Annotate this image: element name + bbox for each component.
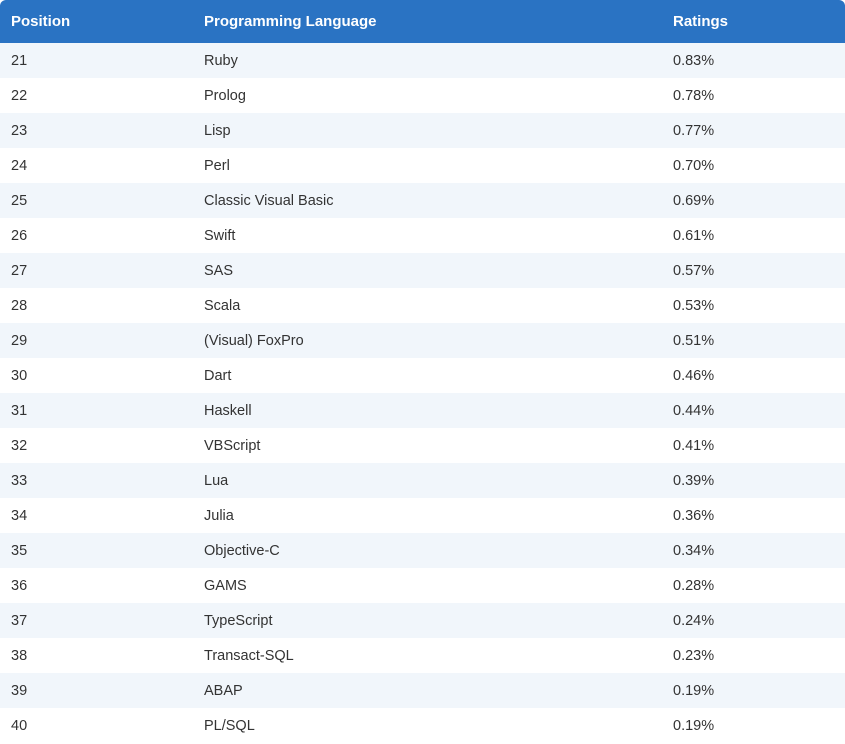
language-cell: PL/SQL	[204, 717, 255, 734]
column-header-position[interactable]: Position	[11, 13, 71, 30]
language-cell: Dart	[204, 367, 232, 384]
rating-cell: 0.36%	[673, 507, 715, 524]
rating-cell: 0.39%	[673, 472, 715, 489]
position-cell: 23	[11, 122, 28, 139]
rating-cell: 0.46%	[673, 367, 715, 384]
language-cell: SAS	[204, 262, 234, 279]
table-row: 24 Perl 0.70%	[0, 148, 845, 183]
table-row: 28 Scala 0.53%	[0, 288, 845, 323]
rating-cell: 0.19%	[673, 682, 715, 699]
rating-cell: 0.83%	[673, 52, 715, 69]
language-cell: Julia	[204, 507, 234, 524]
language-cell: Haskell	[204, 402, 252, 419]
position-cell: 35	[11, 542, 28, 559]
rating-cell: 0.77%	[673, 122, 715, 139]
position-cell: 38	[11, 647, 28, 664]
rating-cell: 0.41%	[673, 437, 715, 454]
position-cell: 36	[11, 577, 28, 594]
language-cell: Objective-C	[204, 542, 280, 559]
rating-cell: 0.53%	[673, 297, 715, 314]
position-cell: 34	[11, 507, 28, 524]
table-row: 31 Haskell 0.44%	[0, 393, 845, 428]
header-row: Position Programming Language Ratings	[0, 0, 845, 43]
table-row: 34 Julia 0.36%	[0, 498, 845, 533]
position-cell: 32	[11, 437, 28, 454]
column-header-language[interactable]: Programming Language	[204, 13, 377, 30]
position-cell: 30	[11, 367, 28, 384]
language-cell: Lisp	[204, 122, 231, 139]
rating-cell: 0.28%	[673, 577, 715, 594]
language-cell: Swift	[204, 227, 236, 244]
table-row: 30 Dart 0.46%	[0, 358, 845, 393]
table-row: 21 Ruby 0.83%	[0, 43, 845, 78]
language-cell: Transact-SQL	[204, 647, 294, 664]
rating-cell: 0.23%	[673, 647, 715, 664]
rating-cell: 0.61%	[673, 227, 715, 244]
language-cell: Scala	[204, 297, 241, 314]
table-row: 22 Prolog 0.78%	[0, 78, 845, 113]
position-cell: 27	[11, 262, 28, 279]
language-cell: Ruby	[204, 52, 238, 69]
language-cell: TypeScript	[204, 612, 273, 629]
table-row: 29 (Visual) FoxPro 0.51%	[0, 323, 845, 358]
table-row: 37 TypeScript 0.24%	[0, 603, 845, 638]
rating-cell: 0.51%	[673, 332, 715, 349]
position-cell: 22	[11, 87, 28, 104]
rating-cell: 0.19%	[673, 717, 715, 734]
language-cell: (Visual) FoxPro	[204, 332, 304, 349]
rating-cell: 0.24%	[673, 612, 715, 629]
position-cell: 39	[11, 682, 28, 699]
table-row: 26 Swift 0.61%	[0, 218, 845, 253]
table-row: 39 ABAP 0.19%	[0, 673, 845, 708]
language-cell: VBScript	[204, 437, 261, 454]
table-row: 38 Transact-SQL 0.23%	[0, 638, 845, 673]
table-body: 21 Ruby 0.83% 22 Prolog 0.78% 23 Lisp 0.77% 24 Per…	[0, 43, 845, 743]
table-row: 35 Objective-C 0.34%	[0, 533, 845, 568]
position-cell: 21	[11, 52, 28, 69]
rating-cell: 0.70%	[673, 157, 715, 174]
position-cell: 26	[11, 227, 28, 244]
table-header: Position Programming Language Ratings	[0, 0, 845, 43]
position-cell: 33	[11, 472, 28, 489]
position-cell: 24	[11, 157, 28, 174]
table-row: 32 VBScript 0.41%	[0, 428, 845, 463]
rating-cell: 0.34%	[673, 542, 715, 559]
table-row: 36 GAMS 0.28%	[0, 568, 845, 603]
table-row: 23 Lisp 0.77%	[0, 113, 845, 148]
position-cell: 40	[11, 717, 28, 734]
rating-cell: 0.78%	[673, 87, 715, 104]
language-cell: Perl	[204, 157, 230, 174]
language-cell: Classic Visual Basic	[204, 192, 334, 209]
table-row: 27 SAS 0.57%	[0, 253, 845, 288]
table-row: 33 Lua 0.39%	[0, 463, 845, 498]
rating-cell: 0.44%	[673, 402, 715, 419]
table-row: 40 PL/SQL 0.19%	[0, 708, 845, 743]
language-cell: ABAP	[204, 682, 243, 699]
column-header-ratings[interactable]: Ratings	[673, 13, 729, 30]
position-cell: 31	[11, 402, 28, 419]
language-cell: GAMS	[204, 577, 247, 594]
rating-cell: 0.57%	[673, 262, 715, 279]
language-cell: Prolog	[204, 87, 246, 104]
position-cell: 25	[11, 192, 28, 209]
rating-cell: 0.69%	[673, 192, 715, 209]
table-row: 25 Classic Visual Basic 0.69%	[0, 183, 845, 218]
position-cell: 37	[11, 612, 28, 629]
position-cell: 29	[11, 332, 28, 349]
language-cell: Lua	[204, 472, 229, 489]
position-cell: 28	[11, 297, 28, 314]
